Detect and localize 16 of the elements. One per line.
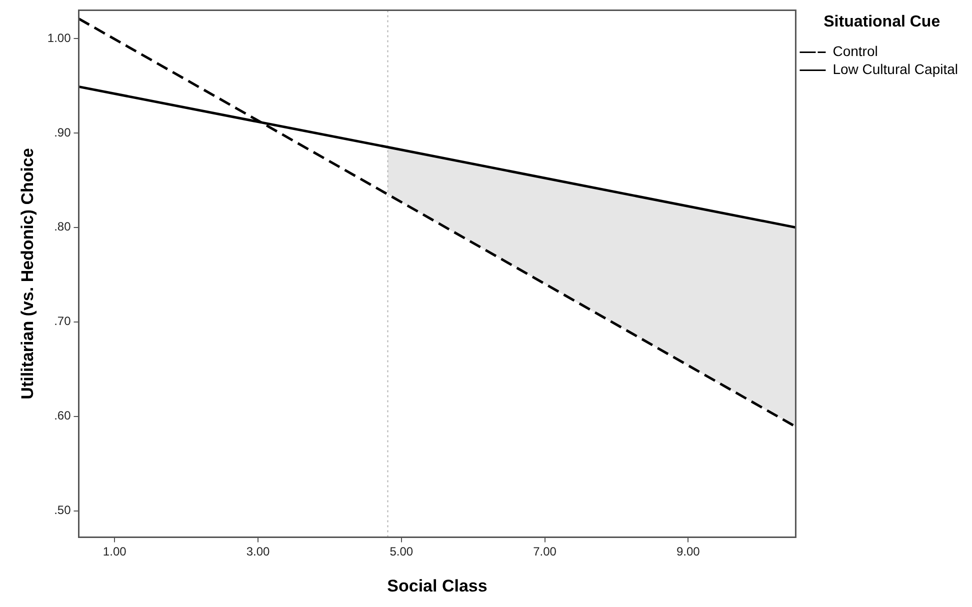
y-axis-title: Utilitarian (vs. Hedonic) Choice [18, 148, 37, 400]
y-tick-label: 1.00 [47, 30, 72, 45]
y-tick-label: .50 [54, 503, 72, 518]
y-tick-label: .60 [54, 408, 72, 423]
y-tick-label: .70 [54, 314, 72, 328]
legend-label: Control [832, 43, 878, 60]
x-tick-label: 3.00 [246, 544, 270, 559]
x-tick-label: 1.00 [102, 544, 127, 559]
x-tick-label: 9.00 [676, 544, 700, 559]
y-tick-label: .90 [54, 125, 72, 140]
x-tick-label: 5.00 [390, 544, 414, 559]
x-axis-title: Social Class [387, 576, 488, 596]
y-tick-label: .80 [54, 220, 72, 234]
legend-title: Situational Cue [824, 13, 940, 30]
x-tick-label: 7.00 [533, 544, 557, 559]
legend-label: Low Cultural Capital [832, 61, 958, 78]
